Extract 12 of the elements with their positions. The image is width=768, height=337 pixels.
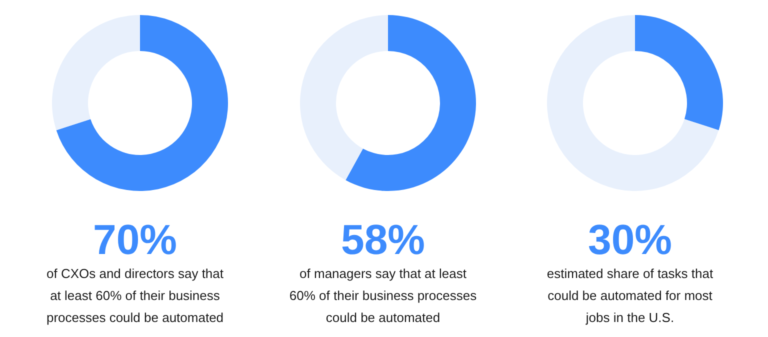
text: 70% (92, 216, 178, 263)
text: estimated share of tasks that could be automated for most jobs in the U.S. (546, 265, 714, 327)
text: of managers say that at least 60% of their business processes could be automated (288, 265, 478, 327)
donut-slice (56, 15, 228, 191)
donut-slice (635, 15, 723, 130)
text: of CXOs and directors say that at least 60% of their business processes could be automated (45, 265, 225, 327)
text: 30% (586, 216, 674, 263)
donut-slice (547, 15, 719, 191)
donut-slice (300, 15, 388, 180)
donut-slice (346, 15, 476, 191)
donut-slice (52, 15, 140, 130)
text: 58% (340, 216, 426, 263)
